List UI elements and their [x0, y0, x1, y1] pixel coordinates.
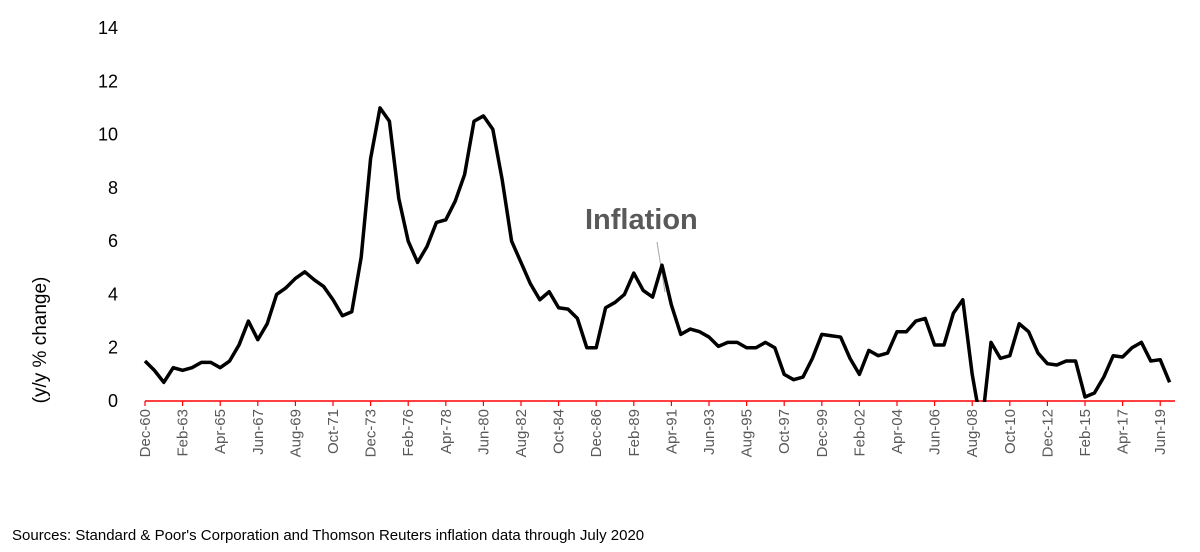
plot — [143, 106, 1172, 402]
x-tick-label: Feb-89 — [626, 409, 643, 457]
x-tick-label: Aug-69 — [287, 409, 304, 457]
y-tick-label: 0 — [108, 391, 118, 411]
x-tick-label: Jun-93 — [701, 409, 718, 455]
x-tick-label: Jun-67 — [250, 409, 267, 455]
y-tick-label: 10 — [98, 125, 118, 145]
y-tick-label: 2 — [108, 338, 118, 358]
y-tick-label: 12 — [98, 71, 118, 91]
y-tick-label: 4 — [108, 284, 118, 304]
x-tick-label: Oct-84 — [551, 409, 568, 454]
y-tick-label: 8 — [108, 178, 118, 198]
x-tick-label: Aug-82 — [513, 409, 530, 457]
x-tick-label: Apr-65 — [212, 409, 229, 454]
x-tick-label: Jun-80 — [475, 409, 492, 455]
x-tick-label: Feb-02 — [851, 409, 868, 457]
x-tick-label: Dec-86 — [588, 409, 605, 457]
x-tick-label: Apr-04 — [889, 409, 906, 454]
x-tick-label: Dec-99 — [814, 409, 831, 457]
x-tick-label: Dec-60 — [137, 409, 154, 457]
x-tick-label: Aug-08 — [964, 409, 981, 457]
x-tick-label: Feb-15 — [1077, 409, 1094, 457]
x-tick-label: Oct-97 — [776, 409, 793, 454]
x-tick-label: Dec-12 — [1039, 409, 1056, 457]
x-tick-label: Feb-76 — [400, 409, 417, 457]
y-tick-label: 14 — [98, 18, 118, 38]
x-tick-label: Apr-17 — [1115, 409, 1132, 454]
y-tick-label: 6 — [108, 231, 118, 251]
x-tick-label: Jun-06 — [927, 409, 944, 455]
series-line — [143, 106, 1172, 402]
x-tick-label: Apr-78 — [438, 409, 455, 454]
x-tick-label: Feb-63 — [175, 409, 192, 457]
x-tick-label: Dec-73 — [363, 409, 380, 457]
x-tick-label: Oct-10 — [1002, 409, 1019, 454]
x-tick-label: Jun-19 — [1152, 409, 1169, 455]
x-tick-label: Aug-95 — [739, 409, 756, 457]
x-tick-label: Oct-71 — [325, 409, 342, 454]
x-tick-label: Apr-91 — [663, 409, 680, 454]
source: Sources: Standard & Poor's Corporation a… — [12, 527, 644, 544]
annotation: Inflation — [585, 204, 698, 236]
y-axis-label: (y/y % change) — [30, 277, 51, 404]
